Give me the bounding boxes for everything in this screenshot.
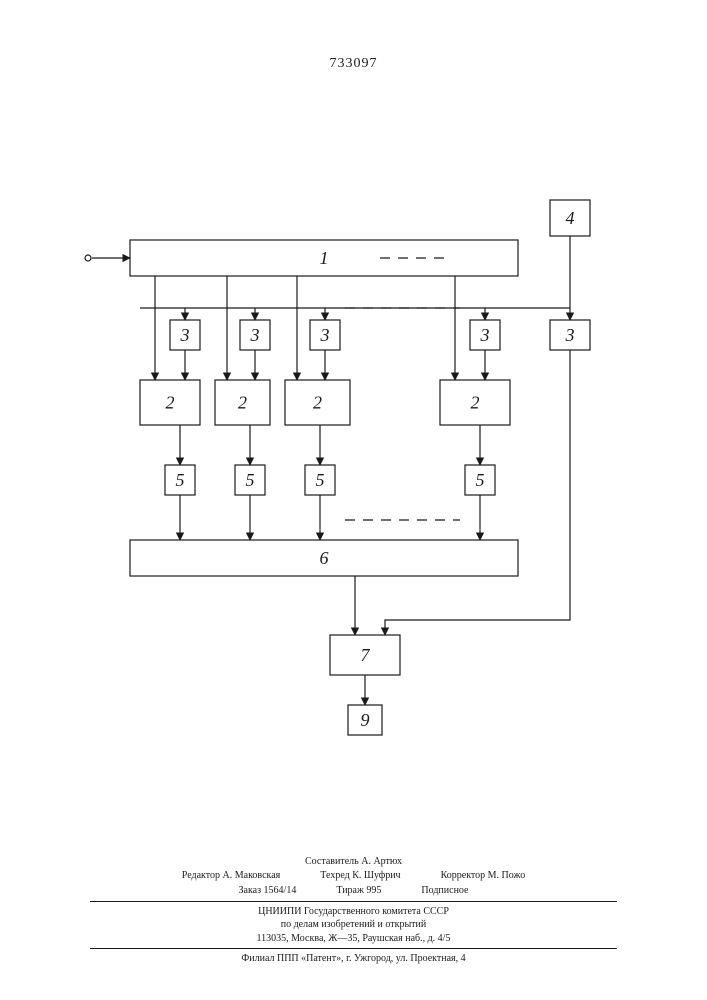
block-label-b1: 1 [320, 248, 329, 268]
block-diagram: 1 4 3 3 3 3 3 2 2 2 2 5 5 5 5 6 7 9 [0, 80, 707, 820]
block-label-b5d: 5 [476, 470, 485, 490]
document-number: 733097 [0, 56, 707, 72]
block-label-b2a: 2 [166, 393, 175, 413]
block-label-b6: 6 [320, 548, 329, 568]
footer-corrector: Корректор М. Пожо [441, 869, 526, 883]
input-terminal [85, 255, 91, 261]
footer-address-2: Филиал ППП «Патент», г. Ужгород, ул. Про… [0, 952, 707, 966]
block-label-b4: 4 [566, 208, 575, 228]
block-label-b5a: 5 [176, 470, 185, 490]
block-label-b3d: 3 [480, 325, 490, 345]
block-label-b3c: 3 [320, 325, 330, 345]
footer-tech-editor: Техред К. Шуфрич [320, 869, 400, 883]
footer-rule-1 [90, 901, 617, 902]
footer-rule-2 [90, 948, 617, 949]
footer-address-1: 113035, Москва, Ж—35, Раушская наб., д. … [0, 932, 707, 946]
footer-compiler: Составитель А. Артюх [0, 855, 707, 869]
block-label-b3e: 3 [565, 325, 575, 345]
block-label-b2c: 2 [313, 393, 322, 413]
imprint-footer: Составитель А. Артюх Редактор А. Маковск… [0, 855, 707, 966]
block-label-b5c: 5 [316, 470, 325, 490]
footer-subscription: Подписное [421, 884, 468, 898]
block-label-b2d: 2 [471, 393, 480, 413]
footer-order: Заказ 1564/14 [239, 884, 297, 898]
block-label-b2b: 2 [238, 393, 247, 413]
footer-org-2: по делам изобретений и открытий [0, 918, 707, 932]
footer-editor: Редактор А. Маковская [182, 869, 280, 883]
block-label-b3a: 3 [180, 325, 190, 345]
footer-print-run: Тираж 995 [336, 884, 381, 898]
block-label-b7: 7 [361, 645, 371, 665]
block-label-b5b: 5 [246, 470, 255, 490]
block-label-b3b: 3 [250, 325, 260, 345]
block-label-b9: 9 [361, 710, 370, 730]
footer-org-1: ЦНИИПИ Государственного комитета СССР [0, 905, 707, 919]
